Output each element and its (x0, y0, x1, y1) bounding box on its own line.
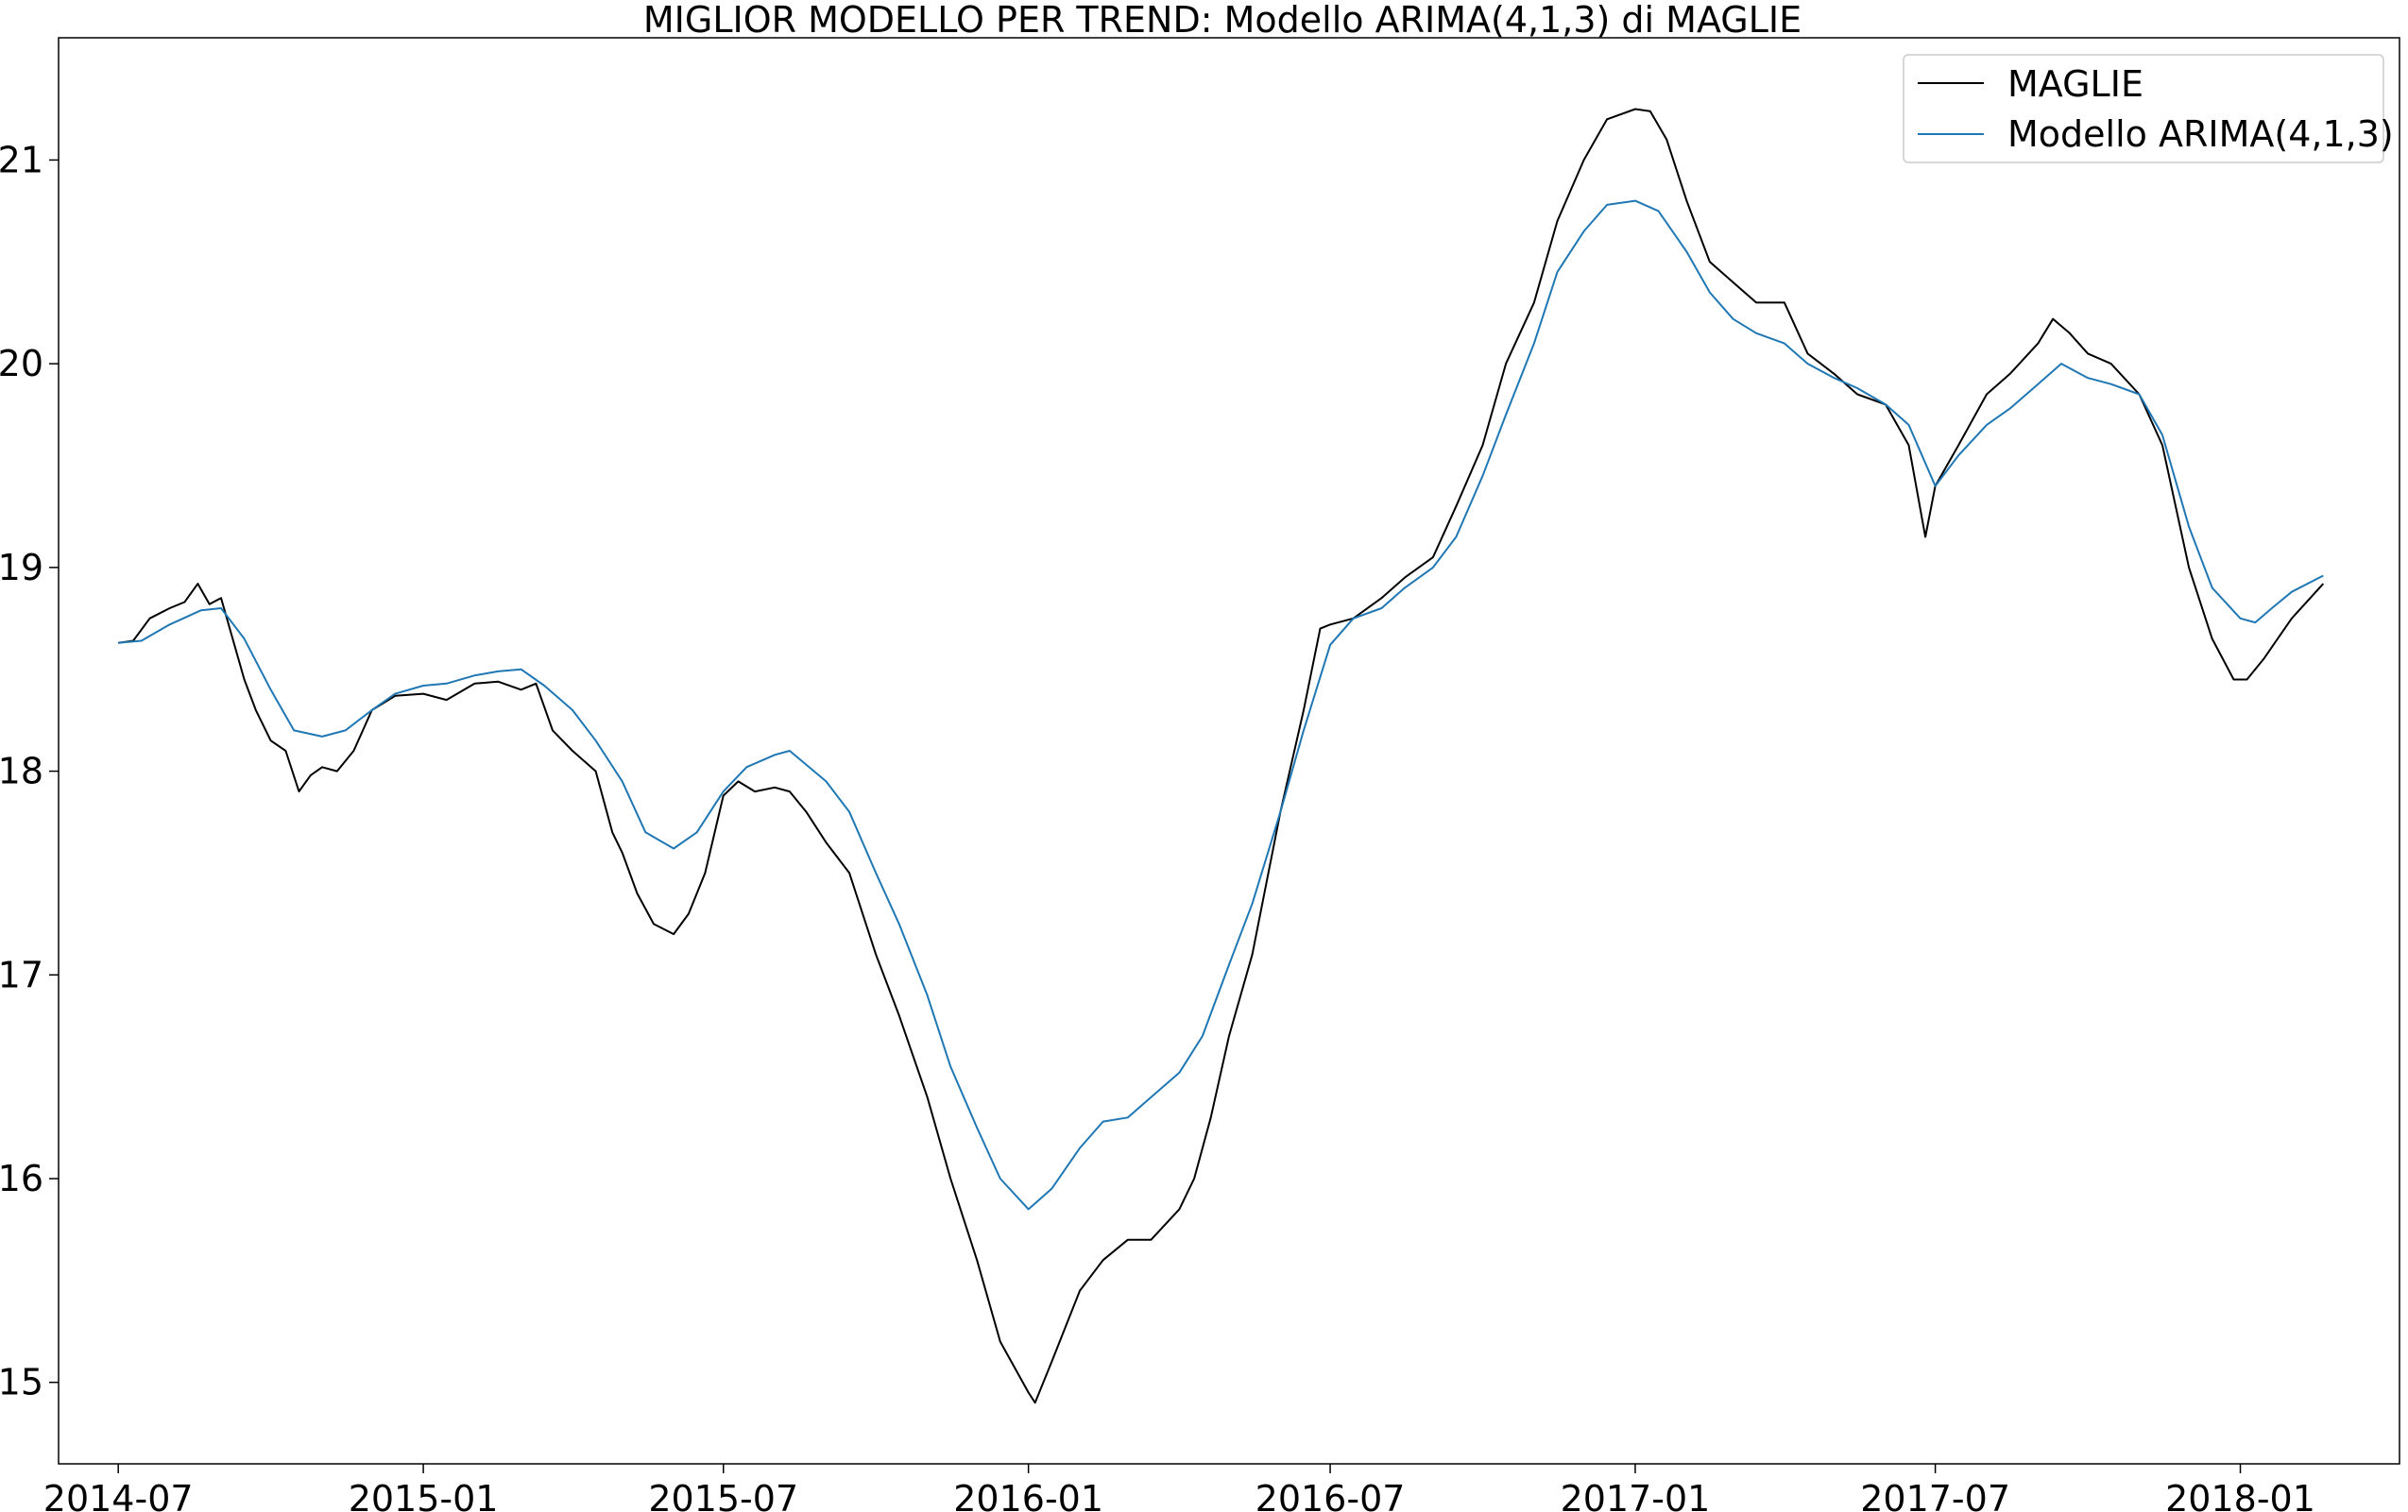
y-tick-label: 17 (0, 954, 43, 995)
x-tick-label: 2016-07 (1255, 1478, 1406, 1512)
plot-frame (58, 37, 2400, 1465)
legend-label-arima: Modello ARIMA(4,1,3) (2007, 113, 2394, 155)
y-tick-label: 21 (0, 139, 43, 180)
legend: MAGLIE Modello ARIMA(4,1,3) (1903, 54, 2394, 163)
y-axis: 15 16 17 18 19 20 21 (0, 139, 59, 1403)
x-tick-label: 2015-01 (349, 1478, 499, 1512)
y-tick-label: 16 (0, 1158, 43, 1199)
y-tick-label: 19 (0, 547, 43, 588)
chart-title: MIGLIOR MODELLO PER TREND: Modello ARIMA… (643, 0, 1802, 41)
x-tick-label: 2017-07 (1860, 1478, 2010, 1512)
y-tick-label: 15 (0, 1362, 43, 1403)
x-tick-label: 2015-07 (648, 1478, 798, 1512)
y-tick-label: 20 (0, 343, 43, 384)
series-lines (118, 108, 2325, 1404)
x-tick-label: 2016-01 (953, 1478, 1103, 1512)
x-axis: 2014-07 2015-01 2015-07 2016-01 2016-07 2017-… (43, 1464, 2315, 1512)
legend-label-maglie: MAGLIE (2007, 63, 2143, 105)
legend-box (1903, 54, 2384, 163)
x-tick-label: 2018-01 (2165, 1478, 2315, 1512)
x-tick-label: 2014-07 (43, 1478, 194, 1512)
series-line-arima (118, 199, 2324, 1211)
y-tick-label: 18 (0, 751, 43, 792)
x-tick-label: 2017-01 (1561, 1478, 1711, 1512)
